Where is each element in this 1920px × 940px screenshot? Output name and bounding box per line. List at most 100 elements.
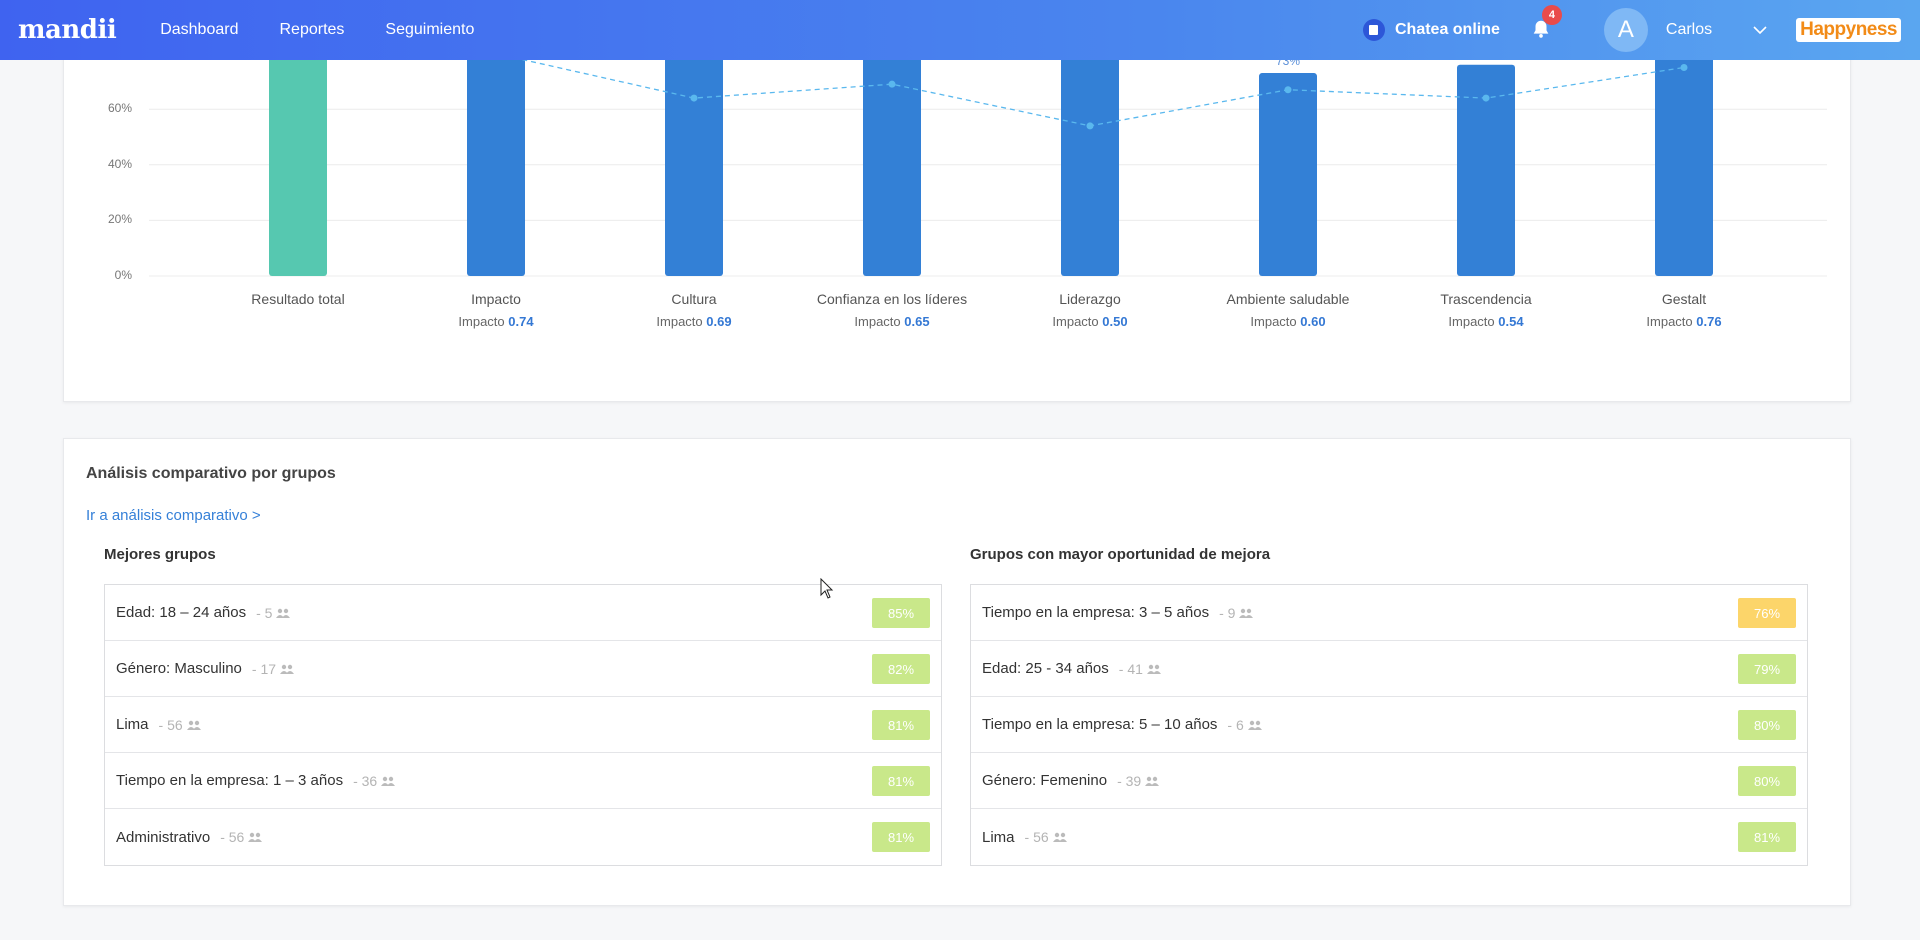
trend-point[interactable] bbox=[690, 94, 698, 102]
group-row[interactable]: Lima - 56 81% bbox=[105, 697, 941, 753]
best-groups-title: Mejores grupos bbox=[104, 546, 216, 563]
people-icon bbox=[1239, 608, 1254, 618]
group-count-value: - 39 bbox=[1117, 772, 1142, 789]
results-chart: 73% bbox=[149, 44, 1827, 277]
bar[interactable] bbox=[1655, 48, 1713, 276]
group-row[interactable]: Tiempo en la empresa: 5 – 10 años - 6 80% bbox=[971, 697, 1807, 753]
trend-point[interactable] bbox=[1482, 94, 1490, 102]
group-score-badge: 81% bbox=[1738, 822, 1796, 852]
people-icon bbox=[280, 664, 295, 674]
group-count: - 36 bbox=[353, 772, 396, 789]
group-name: Edad: 25 - 34 años bbox=[982, 660, 1109, 677]
group-count: - 6 bbox=[1227, 716, 1262, 733]
group-score-badge: 81% bbox=[872, 822, 930, 852]
comparative-card: Análisis comparativo por grupos Ir a aná… bbox=[63, 438, 1851, 906]
impact-value: 0.65 bbox=[904, 314, 930, 329]
trend-point[interactable] bbox=[1086, 122, 1094, 130]
impact-label: Impacto 0.76 bbox=[1584, 314, 1784, 329]
category-label: Gestalt bbox=[1661, 291, 1707, 307]
results-chart-card: 73% 0% 20% 40% 60% Resultado total Impacto Imp… bbox=[63, 0, 1851, 402]
group-count-value: - 56 bbox=[158, 716, 183, 733]
group-row[interactable]: Género: Femenino - 39 80% bbox=[971, 753, 1807, 809]
bar[interactable] bbox=[1061, 48, 1119, 276]
user-name[interactable]: Carlos bbox=[1665, 21, 1713, 38]
category-label: Confianza en los líderes bbox=[816, 291, 968, 307]
group-row[interactable]: Tiempo en la empresa: 3 – 5 años - 9 76% bbox=[971, 585, 1807, 641]
group-count: - 56 bbox=[220, 829, 263, 845]
impact-prefix: Impacto bbox=[458, 314, 505, 329]
group-score-badge: 81% bbox=[872, 766, 930, 796]
impact-prefix: Impacto bbox=[1448, 314, 1495, 329]
group-name: Tiempo en la empresa: 5 – 10 años bbox=[982, 716, 1218, 733]
group-score-badge: 80% bbox=[1738, 766, 1796, 796]
group-count: - 56 bbox=[159, 717, 201, 733]
nav-dashboard[interactable]: Dashboard bbox=[160, 21, 239, 38]
group-count-value: - 36 bbox=[353, 772, 378, 789]
group-count: - 39 bbox=[1117, 772, 1160, 789]
category-label: Cultura bbox=[671, 291, 717, 307]
worst-groups-list: Tiempo en la empresa: 3 – 5 años - 9 76% Ed… bbox=[970, 584, 1808, 866]
people-icon bbox=[381, 776, 396, 786]
bar[interactable] bbox=[467, 48, 525, 276]
impact-prefix: Impacto bbox=[656, 314, 703, 329]
bar[interactable] bbox=[665, 48, 723, 276]
group-count-value: - 9 bbox=[1219, 604, 1236, 621]
group-name: Lima bbox=[982, 828, 1015, 846]
group-score-badge: 85% bbox=[872, 598, 930, 628]
group-name: Administrativo bbox=[116, 828, 211, 846]
notifications-button[interactable]: 4 bbox=[1530, 5, 1562, 42]
group-count-value: - 56 bbox=[1024, 829, 1049, 845]
impact-value: 0.54 bbox=[1498, 314, 1524, 329]
chevron-down-icon[interactable] bbox=[1752, 22, 1768, 38]
category-label: Impacto bbox=[471, 291, 521, 307]
chat-icon bbox=[1362, 19, 1385, 41]
impact-label: Impacto 0.54 bbox=[1386, 314, 1586, 329]
group-name: Tiempo en la empresa: 1 – 3 años bbox=[116, 772, 344, 789]
notification-count-badge: 4 bbox=[1541, 5, 1562, 25]
trend-point[interactable] bbox=[888, 80, 896, 88]
impact-value: 0.50 bbox=[1102, 314, 1128, 329]
trend-point[interactable] bbox=[1680, 64, 1688, 71]
avatar[interactable]: A bbox=[1603, 8, 1648, 52]
bar[interactable] bbox=[1457, 64, 1515, 276]
impact-label: Impacto 0.74 bbox=[396, 314, 596, 329]
group-row[interactable]: Género: Masculino - 17 82% bbox=[105, 641, 941, 697]
category-label: Trascendencia bbox=[1440, 291, 1532, 307]
bar[interactable] bbox=[863, 48, 921, 276]
group-score-badge: 79% bbox=[1738, 654, 1796, 684]
bar[interactable] bbox=[1259, 73, 1317, 276]
chat-online-button[interactable]: Chatea online bbox=[1362, 19, 1500, 41]
bell-icon bbox=[1533, 20, 1549, 38]
group-count: - 17 bbox=[252, 661, 295, 677]
group-count-value: - 6 bbox=[1227, 716, 1244, 733]
nav-reportes[interactable]: Reportes bbox=[279, 21, 345, 38]
people-icon bbox=[1145, 776, 1160, 786]
group-row[interactable]: Administrativo - 56 81% bbox=[105, 809, 941, 865]
group-count-value: - 41 bbox=[1118, 660, 1143, 677]
main-nav: Dashboard Reportes Seguimiento bbox=[160, 21, 515, 39]
impact-label: Impacto 0.50 bbox=[990, 314, 1190, 329]
trend-point[interactable] bbox=[1284, 86, 1292, 94]
group-row[interactable]: Tiempo en la empresa: 1 – 3 años - 36 81% bbox=[105, 753, 941, 809]
group-count: - 5 bbox=[256, 605, 291, 621]
group-name: Género: Femenino bbox=[982, 772, 1108, 789]
group-row[interactable]: Lima - 56 81% bbox=[971, 809, 1807, 865]
worst-groups-title: Grupos con mayor oportunidad de mejora bbox=[970, 546, 1271, 563]
impact-value: 0.76 bbox=[1696, 314, 1722, 329]
y-tick-label: 40% bbox=[107, 156, 132, 171]
group-score-badge: 81% bbox=[872, 710, 930, 740]
impact-prefix: Impacto bbox=[1646, 314, 1693, 329]
people-icon bbox=[186, 720, 201, 730]
impact-label: Impacto 0.60 bbox=[1188, 314, 1388, 329]
impact-label: Impacto 0.65 bbox=[792, 314, 992, 329]
nav-seguimiento[interactable]: Seguimiento bbox=[385, 21, 475, 38]
bar[interactable] bbox=[269, 48, 327, 276]
group-score-badge: 76% bbox=[1738, 598, 1796, 628]
group-row[interactable]: Edad: 25 - 34 años - 41 79% bbox=[971, 641, 1807, 697]
happyness-logo: Happyness bbox=[1796, 18, 1901, 42]
comparative-link[interactable]: Ir a análisis comparativo > bbox=[86, 507, 261, 524]
app-logo[interactable]: mandii bbox=[18, 15, 117, 45]
category-label: Ambiente saludable bbox=[1226, 291, 1350, 307]
category-label: Resultado total bbox=[251, 291, 345, 307]
group-row[interactable]: Edad: 18 – 24 años - 5 85% bbox=[105, 585, 941, 641]
